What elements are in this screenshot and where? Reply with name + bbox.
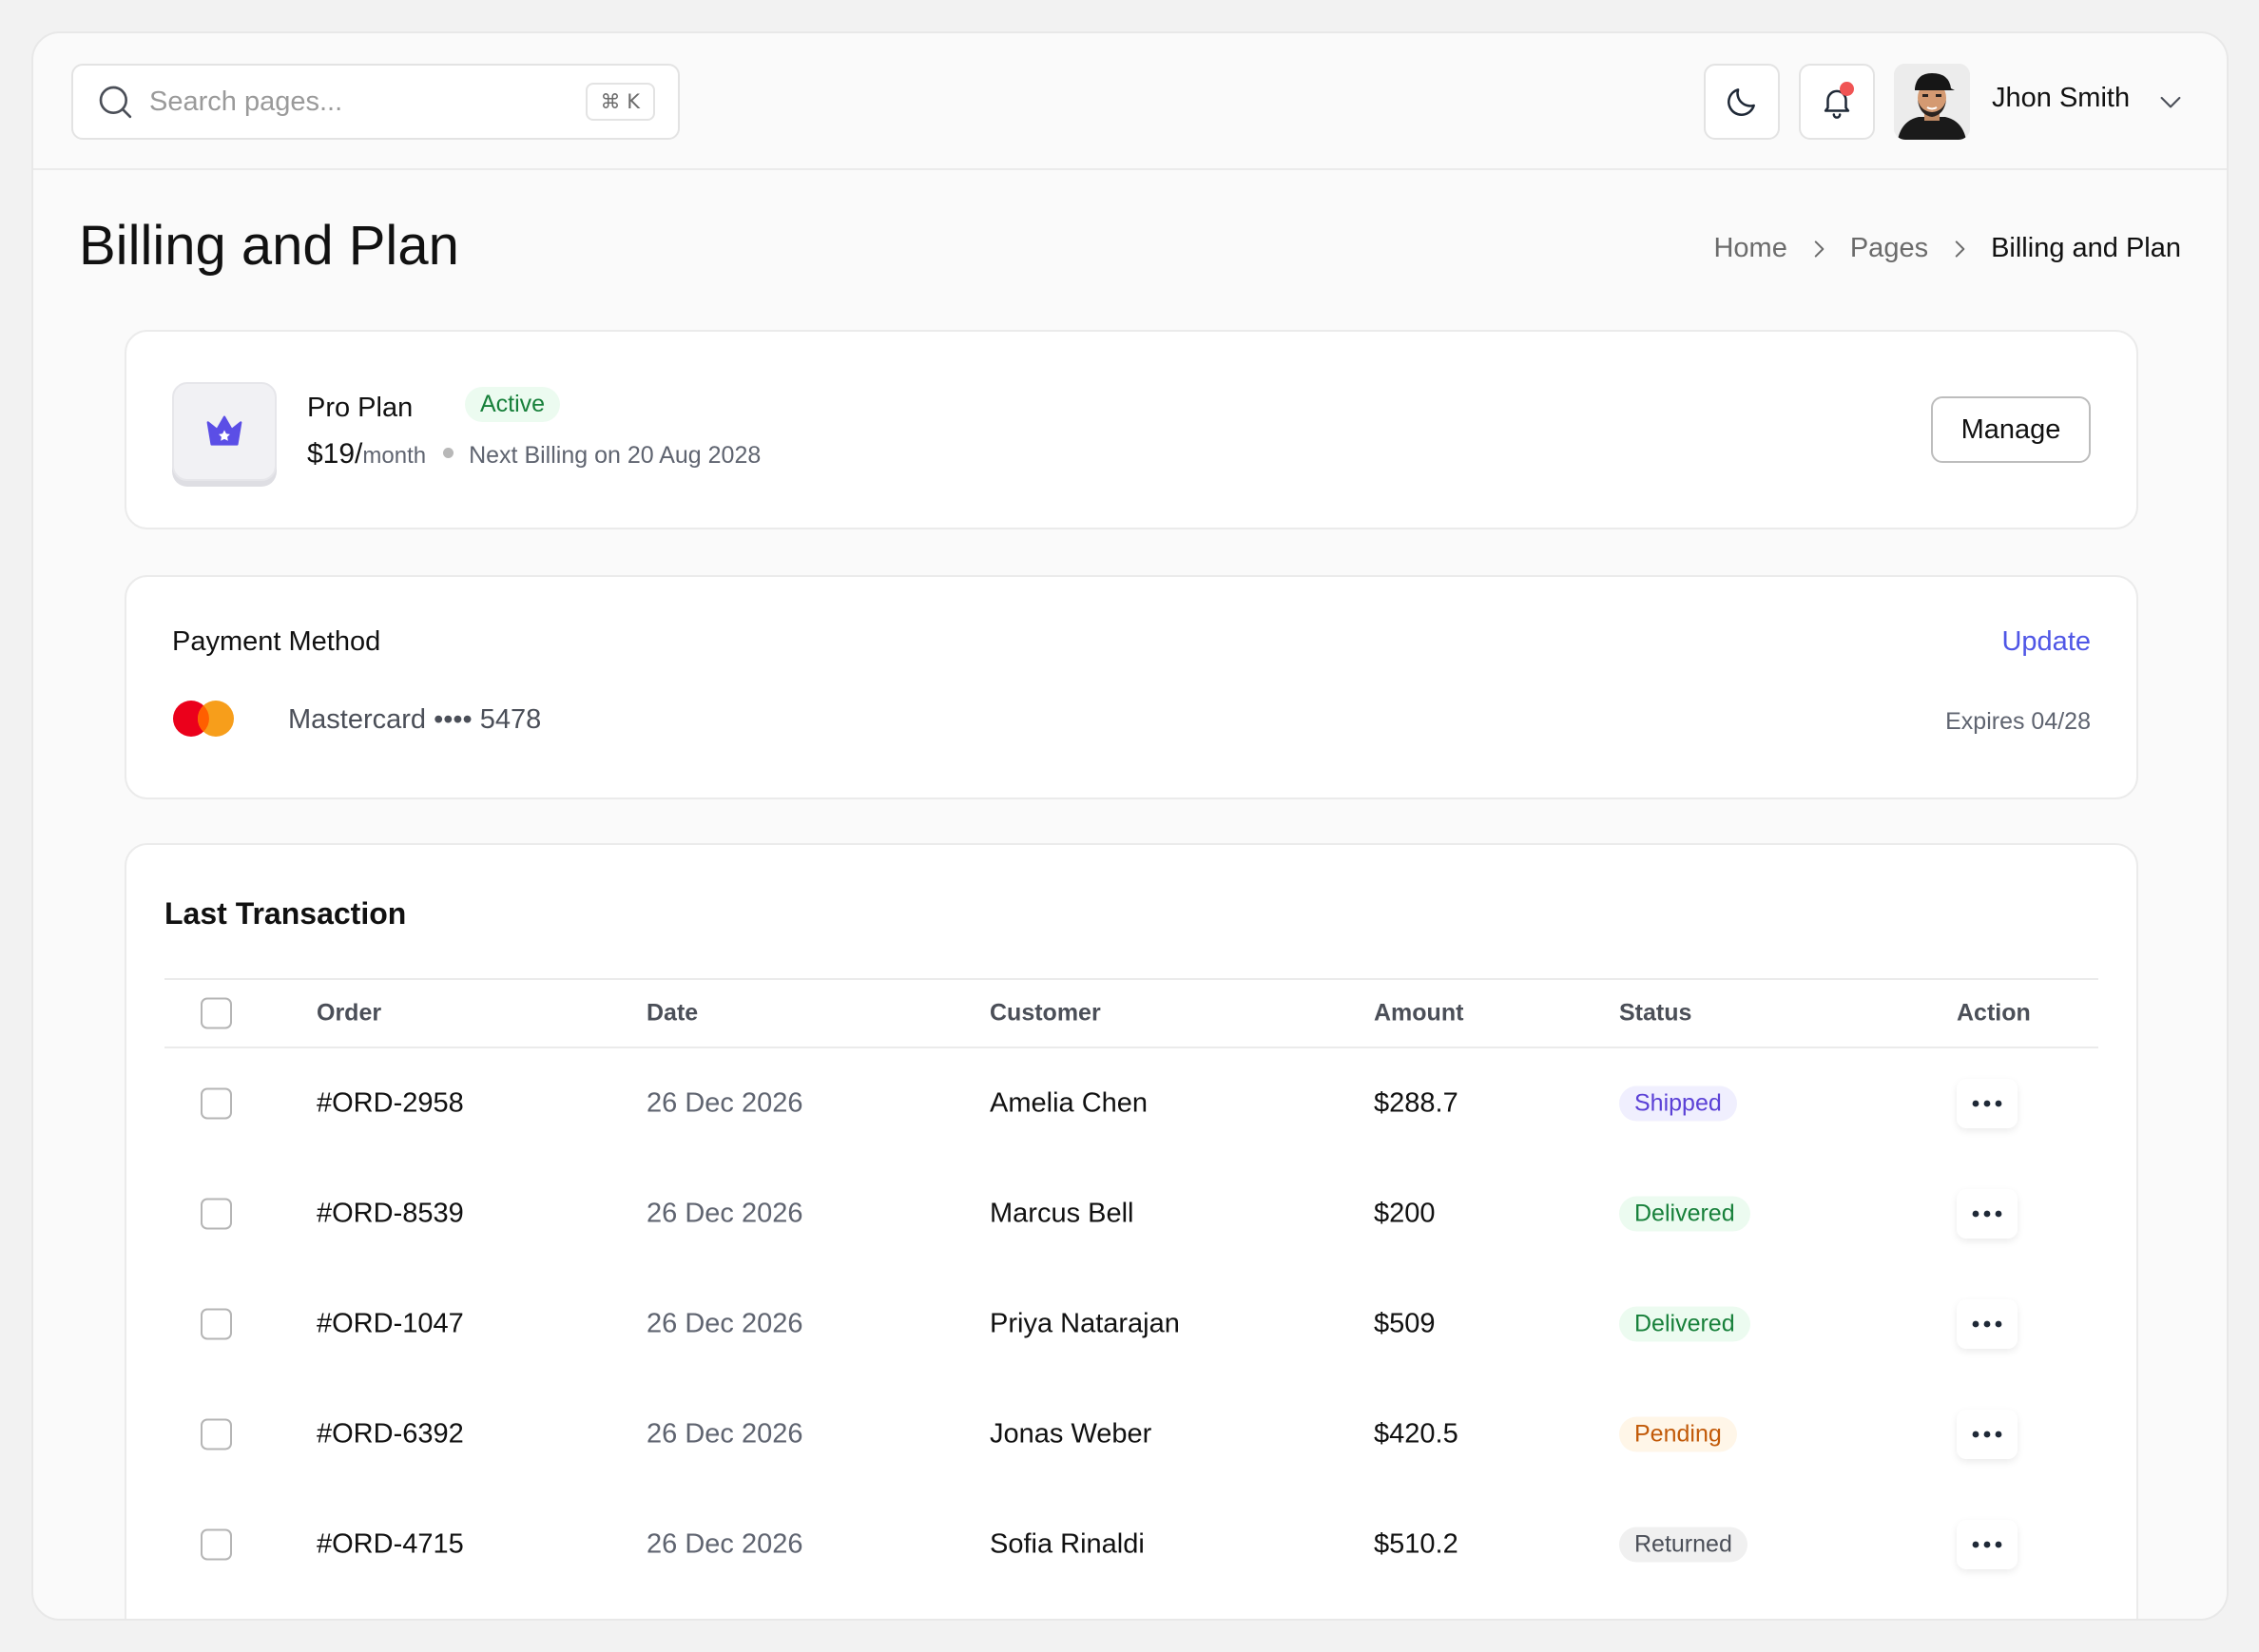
search-icon [99,86,132,119]
plan-period: month [362,443,427,469]
order-id: #ORD-1047 [317,1308,464,1339]
column-header-date[interactable]: Date [647,999,699,1027]
row-checkbox[interactable] [201,1418,232,1450]
more-horizontal-icon [1972,1431,2002,1438]
row-checkbox[interactable] [201,1198,232,1230]
more-horizontal-icon [1972,1210,2002,1218]
row-checkbox[interactable] [201,1087,232,1120]
row-checkbox[interactable] [201,1308,232,1340]
update-payment-link[interactable]: Update [2001,626,2091,657]
order-id: #ORD-6392 [317,1418,464,1450]
table-row: #ORD-2958 26 Dec 2026 Amelia Chen $288.7… [164,1048,2098,1159]
next-billing-date: Next Billing on 20 Aug 2028 [469,442,762,469]
transactions-card: Last Transaction Order Date Customer Amo… [125,843,2138,1619]
select-all-checkbox[interactable] [201,997,232,1029]
search-input[interactable] [149,86,549,118]
breadcrumb-current: Billing and Plan [1991,233,2181,263]
payment-method-title: Payment Method [172,626,381,657]
crown-icon [206,415,242,446]
notification-dot [1840,82,1854,96]
order-date: 26 Dec 2026 [647,1087,803,1119]
top-bar: ⌘ K Jhon S [33,33,2227,170]
plan-status-badge: Active [465,387,561,422]
plan-name: Pro Plan [307,393,414,423]
customer-name: Amelia Chen [990,1087,1149,1119]
customer-name: Priya Natarajan [990,1308,1180,1339]
chevron-right-icon [1814,240,1825,258]
plan-icon-tile [172,382,277,481]
row-actions-button[interactable] [1957,1520,2018,1569]
table-row: #ORD-4715 26 Dec 2026 Sofia Rinaldi $510… [164,1489,2098,1600]
row-actions-button[interactable] [1957,1299,2018,1349]
chevron-down-icon[interactable] [2155,86,2186,117]
status-badge: Delivered [1619,1196,1750,1232]
row-actions-button[interactable] [1957,1079,2018,1128]
row-checkbox[interactable] [201,1528,232,1561]
plan-price: $19/ [307,438,363,470]
moon-icon [1728,88,1755,116]
more-horizontal-icon [1972,1541,2002,1548]
theme-toggle-button[interactable] [1704,64,1780,140]
order-date: 26 Dec 2026 [647,1528,803,1560]
mastercard-icon [173,701,234,737]
column-header-status[interactable]: Status [1619,999,1692,1027]
table-header: Order Date Customer Amount Status Action [164,978,2098,1048]
more-horizontal-icon [1972,1320,2002,1328]
chevron-right-icon [1955,240,1965,258]
search-shortcut: ⌘ K [585,83,655,121]
column-header-customer[interactable]: Customer [990,999,1101,1027]
status-badge: Pending [1619,1416,1737,1452]
user-photo [1894,64,1970,140]
customer-name: Marcus Bell [990,1198,1134,1229]
more-horizontal-icon [1972,1100,2002,1107]
order-amount: $510.2 [1374,1528,1458,1560]
order-amount: $420.5 [1374,1418,1458,1450]
breadcrumb: Home Pages Billing and Plan [1713,233,2181,264]
table-row: #ORD-8539 26 Dec 2026 Marcus Bell $200 D… [164,1159,2098,1269]
order-amount: $509 [1374,1308,1436,1339]
plan-card: Pro Plan Active $19/ month Next Billing … [125,330,2138,529]
order-date: 26 Dec 2026 [647,1418,803,1450]
payment-method-card: Payment Method Update Mastercard •••• 54… [125,575,2138,799]
plan-price-line: $19/ month Next Billing on 20 Aug 2028 [307,438,761,471]
page-title: Billing and Plan [79,215,459,277]
status-badge: Shipped [1619,1085,1737,1122]
customer-name: Jonas Weber [990,1418,1152,1450]
order-id: #ORD-4715 [317,1528,464,1560]
transactions-title: Last Transaction [164,896,407,931]
separator-dot [443,448,454,458]
order-amount: $200 [1374,1198,1436,1229]
transactions-table: Order Date Customer Amount Status Action… [164,978,2098,1600]
row-actions-button[interactable] [1957,1410,2018,1459]
column-header-order[interactable]: Order [317,999,382,1027]
order-date: 26 Dec 2026 [647,1198,803,1229]
order-id: #ORD-8539 [317,1198,464,1229]
table-row: #ORD-1047 26 Dec 2026 Priya Natarajan $5… [164,1269,2098,1379]
search-box[interactable]: ⌘ K [71,64,680,140]
user-name[interactable]: Jhon Smith [1992,83,2131,113]
row-actions-button[interactable] [1957,1189,2018,1239]
app-window: ⌘ K Jhon S [31,31,2229,1621]
column-header-amount[interactable]: Amount [1374,999,1464,1027]
customer-name: Sofia Rinaldi [990,1528,1145,1560]
breadcrumb-pages[interactable]: Pages [1849,233,1929,263]
order-id: #ORD-2958 [317,1087,464,1119]
order-amount: $288.7 [1374,1087,1458,1119]
column-header-action: Action [1957,999,2031,1027]
status-badge: Returned [1619,1527,1747,1563]
card-expiry: Expires 04/28 [1945,708,2091,735]
manage-button[interactable]: Manage [1931,396,2091,463]
card-number: Mastercard •••• 5478 [288,704,542,735]
breadcrumb-home[interactable]: Home [1713,233,1787,263]
avatar[interactable] [1894,64,1970,140]
table-row: #ORD-6392 26 Dec 2026 Jonas Weber $420.5… [164,1379,2098,1489]
order-date: 26 Dec 2026 [647,1308,803,1339]
notifications-button[interactable] [1799,64,1875,140]
status-badge: Delivered [1619,1306,1750,1342]
